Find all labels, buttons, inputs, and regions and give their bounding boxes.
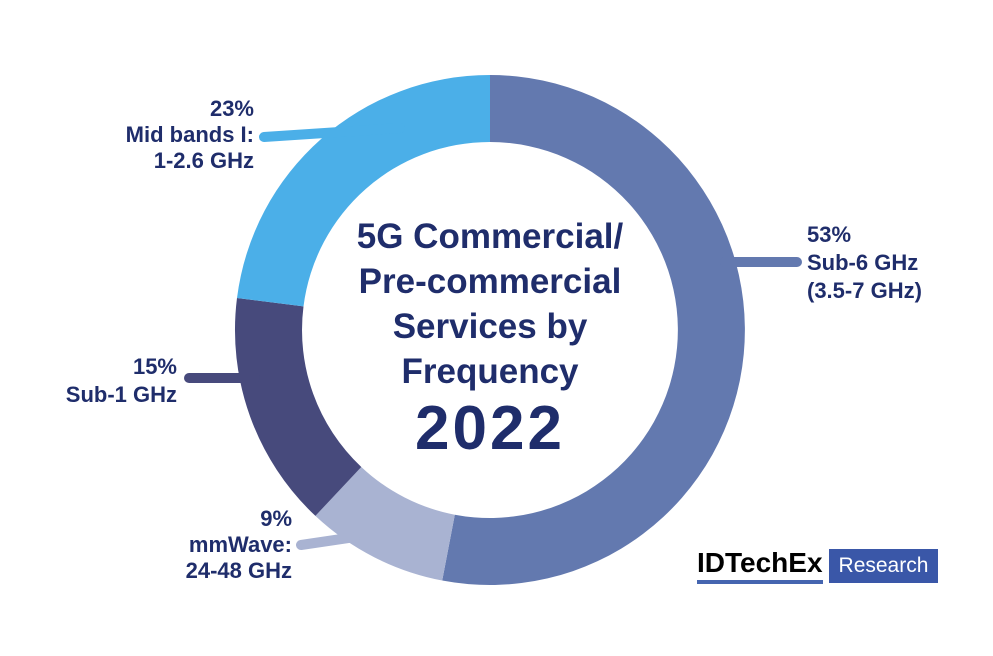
callout-mid-bands-i: 23% Mid bands I: 1-2.6 GHz — [126, 96, 254, 174]
callout-pct: 23% — [209, 96, 254, 121]
callout-mmwave: 9% mmWave: 24-48 GHz — [186, 506, 292, 584]
logo-brand-text: IDTechEx — [697, 548, 823, 584]
callout-sub-1-ghz: 15% Sub-1 GHz — [66, 353, 177, 409]
callout-pct: 9% — [260, 506, 292, 531]
logo-research-text: Research — [838, 554, 929, 577]
logo-research-box: Research — [828, 549, 939, 583]
donut-segment-sub-1-ghz — [234, 298, 362, 516]
callout-label: Sub-6 GHz — [807, 250, 919, 275]
callout-sublabel: (3.5-7 GHz) — [807, 278, 922, 303]
title-line-2: Pre-commercial — [358, 262, 622, 301]
callout-sublabel: 24-48 GHz — [185, 558, 292, 583]
callout-pct: 53% — [807, 222, 852, 247]
callout-label: Sub-1 GHz — [65, 382, 177, 407]
chart-year: 2022 — [415, 394, 565, 463]
title-line-3: Services by — [392, 307, 588, 346]
callout-sub-6-ghz: 53% Sub-6 GHz (3.5-7 GHz) — [807, 221, 922, 305]
title-line-4: Frequency — [401, 352, 579, 391]
callout-label: Mid bands I: — [125, 122, 254, 147]
leader-line-mmwave — [296, 532, 360, 550]
chart-title: 5G Commercial/ Pre-commercial Services b… — [290, 214, 690, 464]
leader-line-mid-bands-i — [259, 123, 405, 142]
callout-pct: 15% — [132, 354, 177, 379]
donut-segment-mid-bands-i — [237, 75, 490, 307]
callout-label: mmWave: — [188, 532, 292, 557]
donut-segment-sub-6-ghz — [442, 75, 745, 585]
callout-sublabel: 1-2.6 GHz — [153, 148, 254, 173]
title-line-1: 5G Commercial/ — [356, 217, 624, 256]
idtechex-logo: IDTechEx Research — [697, 548, 939, 584]
donut-segment-mmwave — [315, 467, 455, 581]
